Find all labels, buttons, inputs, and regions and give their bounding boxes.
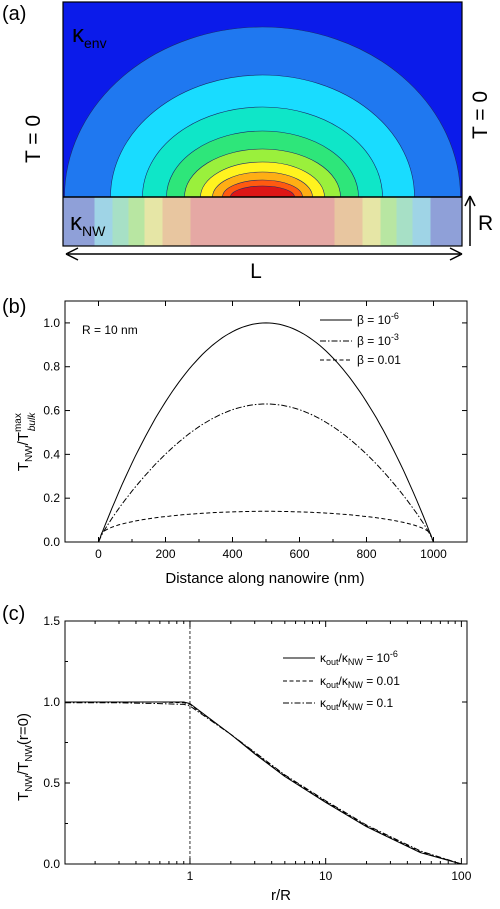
series-line-2 — [98, 403, 434, 543]
svg-text:β = 0.01: β = 0.01 — [357, 353, 401, 367]
radius-label: R — [478, 212, 493, 235]
length-arrow — [65, 247, 463, 261]
x-tick-label: 0 — [95, 547, 102, 561]
panel-b-frame — [64, 300, 468, 543]
x-tick-label: 1 — [187, 869, 194, 883]
nanowire-band — [190, 197, 335, 246]
left-boundary-label: T = 0 — [22, 115, 45, 163]
x-tick-label: 400 — [222, 547, 242, 561]
y-tick-label: 0.5 — [43, 776, 60, 790]
y-tick-label: 1.5 — [43, 614, 60, 628]
y-tick-label: 0.6 — [43, 404, 60, 418]
y-tick-label: 0.2 — [43, 491, 60, 505]
y-tick-label: 1.0 — [43, 695, 60, 709]
series-line-3 — [65, 702, 462, 865]
svg-text:β = 10-3: β = 10-3 — [357, 332, 399, 348]
y-tick-label: 1.0 — [43, 316, 60, 330]
series-line-1 — [65, 701, 462, 865]
panel-c-plot: 1 10 100 0.0 0.5 1.0 1.5 — [43, 614, 471, 883]
kappa-nw-label: κNW — [70, 209, 106, 239]
y-tick-label: 0.0 — [43, 857, 60, 871]
series-line-3 — [98, 510, 434, 543]
x-tick-label: 200 — [155, 547, 175, 561]
panel-b-legend: β = 10-6 β = 10-3 β = 0.01 — [320, 311, 401, 367]
panel-b-ylabel: TNW/Tmax bulk — [13, 412, 38, 471]
svg-text:κout/κNW = 0.01: κout/κNW = 0.01 — [320, 674, 400, 690]
radius-arrow — [464, 195, 476, 246]
panel-c-legend: κout/κNW = 10-6 κout/κNW = 0.01 κout/κNW… — [283, 649, 400, 712]
svg-text:κout/κNW = 0.1: κout/κNW = 0.1 — [320, 696, 394, 712]
x-tick-label: 1000 — [420, 547, 447, 561]
y-tick-label: 0.8 — [43, 360, 60, 374]
svg-text:β = 10-6: β = 10-6 — [357, 311, 399, 327]
panel-b-annotation: R = 10 nm — [82, 323, 138, 337]
temperature-contour — [230, 185, 295, 198]
legend-entry-kappa-0.01: κout/κNW = 0.01 — [283, 674, 400, 690]
length-label: L — [250, 260, 262, 283]
legend-entry-beta-1e-3: β = 10-3 — [320, 332, 399, 348]
panel-b-label: (b) — [2, 296, 26, 318]
right-boundary-label: T = 0 — [469, 91, 492, 139]
series-line-1 — [98, 322, 434, 543]
legend-entry-beta-1e-6: β = 10-6 — [320, 311, 399, 327]
panel-b-xlabel: Distance along nanowire (nm) — [165, 570, 364, 587]
y-tick-label: 0.0 — [43, 535, 60, 549]
x-tick-label: 100 — [451, 869, 471, 883]
panel-c-frame — [64, 620, 468, 865]
legend-entry-kappa-1e-6: κout/κNW = 10-6 — [283, 649, 398, 667]
panel-c-ylabel: TNW/TNW(r=0) — [15, 713, 35, 801]
svg-text:κout/κNW = 10-6: κout/κNW = 10-6 — [320, 649, 398, 667]
panel-b-plot: 0 200 400 600 800 1000 0.0 0.2 0.4 0.6 0.8 1.0 — [43, 300, 468, 561]
panel-c-label: (c) — [2, 603, 25, 625]
domain-frame — [62, 1, 463, 247]
x-tick-label: 600 — [289, 547, 309, 561]
x-tick-label: 10 — [319, 869, 333, 883]
kappa-env-label: κenv — [72, 21, 107, 51]
panel-a-heatmap — [62, 1, 463, 247]
panel-c-xlabel: r/R — [271, 887, 291, 904]
series-line-2 — [65, 701, 462, 865]
panel-a-label: (a) — [2, 3, 26, 25]
y-tick-label: 0.4 — [43, 447, 60, 461]
legend-entry-kappa-0.1: κout/κNW = 0.1 — [283, 696, 394, 712]
legend-entry-beta-0.01: β = 0.01 — [320, 353, 401, 367]
x-tick-label: 800 — [356, 547, 376, 561]
